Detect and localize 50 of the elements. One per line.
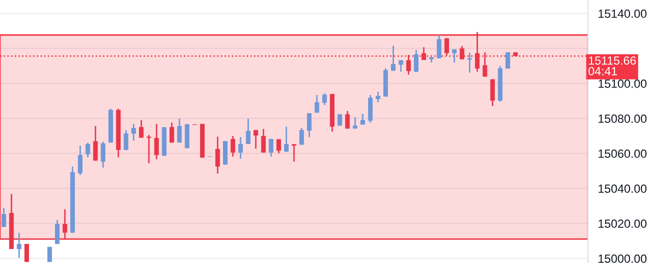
candlestick <box>78 144 82 176</box>
candlestick <box>368 94 373 124</box>
candlestick <box>170 122 174 144</box>
y-tick-label: 15060.00 <box>598 149 646 158</box>
candlestick <box>93 125 98 162</box>
y-tick-label: 15000.00 <box>598 254 646 263</box>
candlestick <box>314 94 320 114</box>
candlestick <box>16 232 22 259</box>
text: 04:41 <box>588 66 617 76</box>
candlestick <box>345 110 350 130</box>
candlestick <box>100 141 106 168</box>
y-tick-label: 15100.00 <box>598 80 646 88</box>
candlestick <box>138 119 144 138</box>
candlestick <box>490 78 495 107</box>
candlestick <box>436 34 442 59</box>
candlestick <box>414 49 418 72</box>
candlestick <box>177 118 182 144</box>
candlestick <box>276 138 282 154</box>
candlestick <box>62 208 68 240</box>
y-tick-label: 15140.00 <box>598 10 646 18</box>
candlestick <box>47 246 52 263</box>
candlestick <box>292 143 296 162</box>
candlestick <box>184 124 190 149</box>
candlestick <box>215 136 220 174</box>
y-tick-label: 15020.00 <box>598 219 646 228</box>
y-tick-label: 15040.00 <box>598 184 646 193</box>
candlestick <box>222 140 228 166</box>
candlestick <box>24 243 30 263</box>
candlestick <box>131 123 136 142</box>
candlestick <box>230 135 236 158</box>
candlestick <box>284 126 289 152</box>
candlestick <box>254 129 258 150</box>
candlestick <box>398 60 404 72</box>
candlestick <box>154 123 159 160</box>
candlestick <box>54 219 60 245</box>
candlestick <box>390 44 396 72</box>
candlestick <box>306 112 312 138</box>
candlestick <box>2 207 6 228</box>
candlestick <box>124 129 128 151</box>
y-tick-label: 15080.00 <box>598 114 646 123</box>
candlestick <box>299 127 304 146</box>
candlestick <box>86 142 90 158</box>
candlestick <box>322 92 327 106</box>
candlestick <box>261 128 266 154</box>
ref-line-label: 15115.66 <box>588 56 636 65</box>
candlestick <box>376 90 380 103</box>
candlestick <box>246 118 250 145</box>
candlestick <box>146 134 152 164</box>
candlestick <box>268 138 274 158</box>
candlestick <box>238 136 243 160</box>
